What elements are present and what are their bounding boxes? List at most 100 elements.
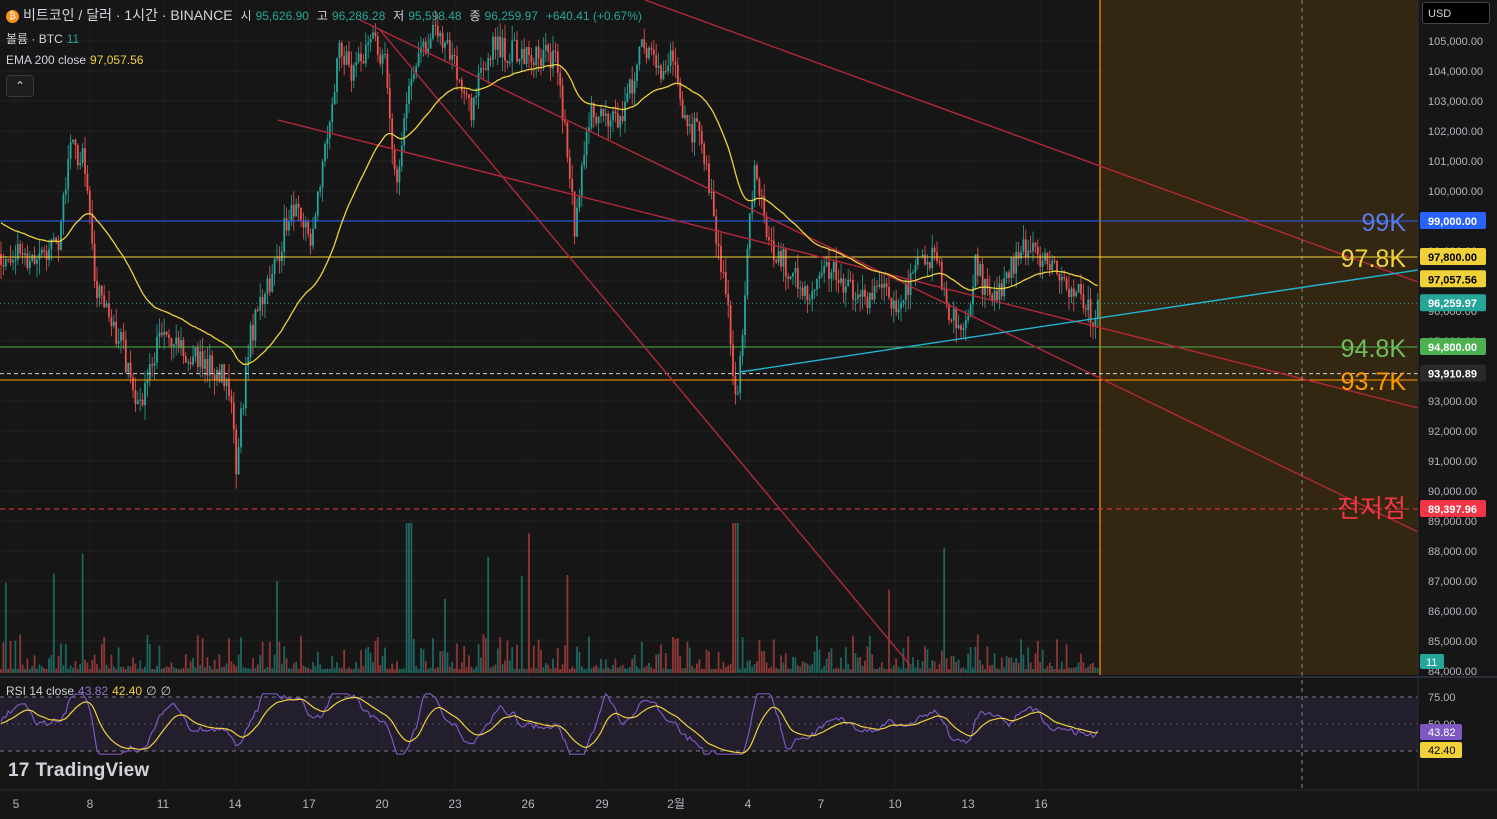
volume-bar xyxy=(398,668,401,673)
candle-body xyxy=(837,279,840,283)
volume-bar xyxy=(132,657,134,673)
volume-bar xyxy=(158,645,161,673)
price-tick: 90,000.00 xyxy=(1428,486,1477,498)
price-tick: 100,000.00 xyxy=(1428,186,1483,198)
candle-body xyxy=(206,359,209,376)
candle-body xyxy=(261,297,264,305)
volume-bar xyxy=(175,668,178,673)
candle-body xyxy=(669,50,672,66)
candle-body xyxy=(938,261,941,263)
volume-bar xyxy=(168,667,170,673)
time-tick: 11 xyxy=(157,797,170,811)
volume-bar xyxy=(765,662,768,673)
annotation-94-8k[interactable]: 94.8K xyxy=(1341,335,1407,363)
volume-bar xyxy=(199,664,202,673)
candle-body xyxy=(417,53,420,67)
candle-body xyxy=(508,62,511,64)
volume-bar xyxy=(422,649,425,673)
candle-body xyxy=(252,324,254,341)
channel-top-line[interactable] xyxy=(644,0,1419,283)
candle-body xyxy=(1024,239,1027,257)
candle-body xyxy=(12,260,14,263)
volume-bar xyxy=(302,665,305,673)
volume-bar xyxy=(429,667,432,673)
candle-body xyxy=(451,55,454,60)
candle-body xyxy=(597,116,600,124)
badge-rsi-ma-bg xyxy=(1420,742,1462,758)
annotation-97-8k[interactable]: 97.8K xyxy=(1341,245,1407,273)
badge-97800-bg xyxy=(1420,248,1486,265)
candle-body xyxy=(439,32,442,37)
annotation-93-7k[interactable]: 93.7K xyxy=(1341,368,1407,396)
volume-bar xyxy=(602,668,605,673)
channel-lower-line[interactable] xyxy=(359,19,1419,533)
time-tick: 26 xyxy=(521,797,535,811)
candle-body xyxy=(357,53,360,62)
channel-upper-line[interactable] xyxy=(277,119,1419,409)
candle-body xyxy=(343,56,346,65)
volume-bar xyxy=(208,665,211,673)
candle-body xyxy=(309,233,312,246)
steep-down-line[interactable] xyxy=(379,29,911,666)
volume-bar xyxy=(264,668,266,673)
volume-bar xyxy=(60,643,62,673)
volume-bar xyxy=(712,668,715,673)
candle-body xyxy=(578,195,581,208)
candle-body xyxy=(633,81,636,94)
candle-body xyxy=(182,340,185,357)
candle-body xyxy=(897,308,900,313)
volume-bar xyxy=(110,654,113,673)
candle-body xyxy=(465,93,468,95)
candle-body xyxy=(362,61,365,64)
volume-bar xyxy=(1075,666,1078,673)
collapse-legend-button[interactable]: ⌃ xyxy=(6,75,34,97)
rising-support-line[interactable] xyxy=(739,269,1419,373)
volume-legend[interactable]: 볼륨 · BTC 11 xyxy=(6,30,83,47)
candle-body xyxy=(208,355,211,376)
volume-bar xyxy=(1080,653,1082,673)
volume-bar xyxy=(36,668,38,673)
volume-bar xyxy=(729,663,732,673)
candle-body xyxy=(928,262,931,269)
candle-body xyxy=(554,50,557,52)
candle-body xyxy=(276,257,278,259)
rsi-legend[interactable]: RSI 14 close 43.82 42.40 ∅ ∅ xyxy=(6,684,175,698)
candle-body xyxy=(33,254,36,264)
tradingview-logo[interactable]: 17 TradingView xyxy=(8,760,149,782)
annotation-99k[interactable]: 99K xyxy=(1362,209,1407,237)
trend-lines[interactable] xyxy=(277,0,1419,666)
price-axis[interactable]: 105,000.00 104,000.00 103,000.00 102,000.00… xyxy=(1428,36,1483,678)
candle-body xyxy=(108,303,110,318)
volume-bar xyxy=(780,655,782,673)
candle-body xyxy=(655,55,658,68)
ema-legend[interactable]: EMA 200 close 97,057.56 xyxy=(6,53,147,67)
candle-body xyxy=(122,332,125,340)
badge-last-price: 96,259.97 xyxy=(1428,298,1477,310)
candle-body xyxy=(991,294,994,301)
candlesticks xyxy=(0,10,1099,489)
candle-body xyxy=(799,287,802,289)
candle-body xyxy=(866,296,869,309)
candle-body xyxy=(477,72,480,96)
candle-body xyxy=(940,262,943,290)
candle-body xyxy=(511,40,514,63)
candle-body xyxy=(751,202,754,214)
annotations[interactable]: 99K 97.8K 94.8K 93.7K 전저점 xyxy=(1337,209,1406,523)
currency-selector[interactable]: USD xyxy=(1422,2,1490,24)
candle-body xyxy=(556,51,559,73)
time-axis[interactable]: 5 8 11 14 17 20 23 26 29 2월 4 7 10 13 16 xyxy=(13,797,1048,811)
candle-body xyxy=(432,25,434,39)
candle-body xyxy=(619,116,622,128)
volume-bar xyxy=(1068,667,1070,673)
candle-body xyxy=(103,295,106,308)
annotation-prev-low[interactable]: 전저점 xyxy=(1337,495,1406,523)
volume-bar xyxy=(849,668,852,673)
volume-bar xyxy=(556,648,559,673)
candle-body xyxy=(981,264,984,295)
horizontal-lines[interactable] xyxy=(0,220,1418,510)
candle-body xyxy=(804,286,806,296)
volume-bar xyxy=(316,651,319,673)
rsi-tick: 75.00 xyxy=(1428,692,1456,704)
